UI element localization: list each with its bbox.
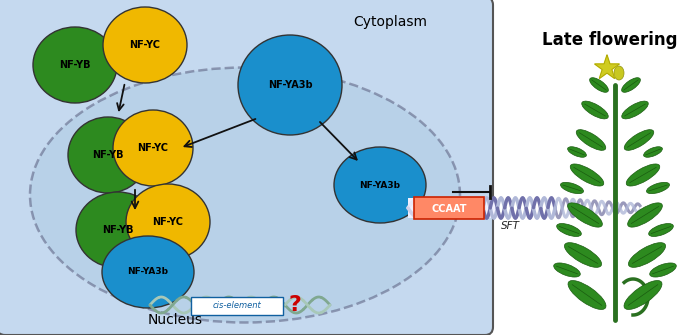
Ellipse shape — [624, 130, 654, 150]
Ellipse shape — [568, 147, 587, 157]
Ellipse shape — [582, 101, 608, 119]
Text: NF-YA3b: NF-YA3b — [360, 181, 400, 190]
Text: NF-YB: NF-YB — [102, 225, 134, 235]
Ellipse shape — [628, 203, 662, 227]
Text: cis-element: cis-element — [213, 302, 261, 311]
Ellipse shape — [102, 236, 194, 308]
Ellipse shape — [33, 27, 117, 103]
FancyBboxPatch shape — [0, 0, 493, 335]
Ellipse shape — [68, 117, 148, 193]
FancyBboxPatch shape — [414, 197, 484, 219]
Text: NF-YB: NF-YB — [60, 60, 91, 70]
Ellipse shape — [647, 182, 669, 194]
Text: Nucleus: Nucleus — [148, 313, 202, 327]
Text: NF-YA3b: NF-YA3b — [267, 80, 312, 90]
Ellipse shape — [650, 263, 676, 277]
Ellipse shape — [570, 164, 604, 186]
Ellipse shape — [238, 35, 342, 135]
Text: Cytoplasm: Cytoplasm — [353, 15, 427, 29]
Text: NF-YC: NF-YC — [153, 217, 183, 227]
Text: SFT: SFT — [500, 221, 519, 231]
Text: Late flowering: Late flowering — [542, 31, 678, 49]
Ellipse shape — [561, 182, 584, 194]
Text: ?: ? — [288, 295, 302, 315]
Ellipse shape — [30, 67, 460, 323]
Ellipse shape — [649, 223, 673, 237]
Ellipse shape — [568, 280, 606, 310]
Ellipse shape — [622, 78, 640, 92]
Ellipse shape — [643, 147, 662, 157]
Ellipse shape — [576, 130, 606, 150]
FancyBboxPatch shape — [191, 297, 283, 315]
Ellipse shape — [126, 184, 210, 260]
Ellipse shape — [629, 243, 666, 267]
Ellipse shape — [103, 7, 187, 83]
Text: NF-YB: NF-YB — [92, 150, 124, 160]
Ellipse shape — [622, 101, 648, 119]
Ellipse shape — [614, 66, 624, 80]
Ellipse shape — [626, 164, 660, 186]
FancyBboxPatch shape — [408, 198, 498, 218]
Polygon shape — [594, 55, 620, 78]
Text: NF-YC: NF-YC — [130, 40, 160, 50]
Ellipse shape — [624, 280, 662, 310]
Ellipse shape — [334, 147, 426, 223]
Ellipse shape — [568, 203, 603, 227]
Ellipse shape — [76, 192, 160, 268]
Ellipse shape — [589, 78, 608, 92]
Ellipse shape — [554, 263, 580, 277]
Ellipse shape — [556, 223, 581, 237]
Text: CCAAT: CCAAT — [431, 204, 467, 214]
Text: NF-YA3b: NF-YA3b — [127, 268, 169, 276]
Text: NF-YC: NF-YC — [137, 143, 169, 153]
Ellipse shape — [113, 110, 193, 186]
Ellipse shape — [564, 243, 601, 267]
